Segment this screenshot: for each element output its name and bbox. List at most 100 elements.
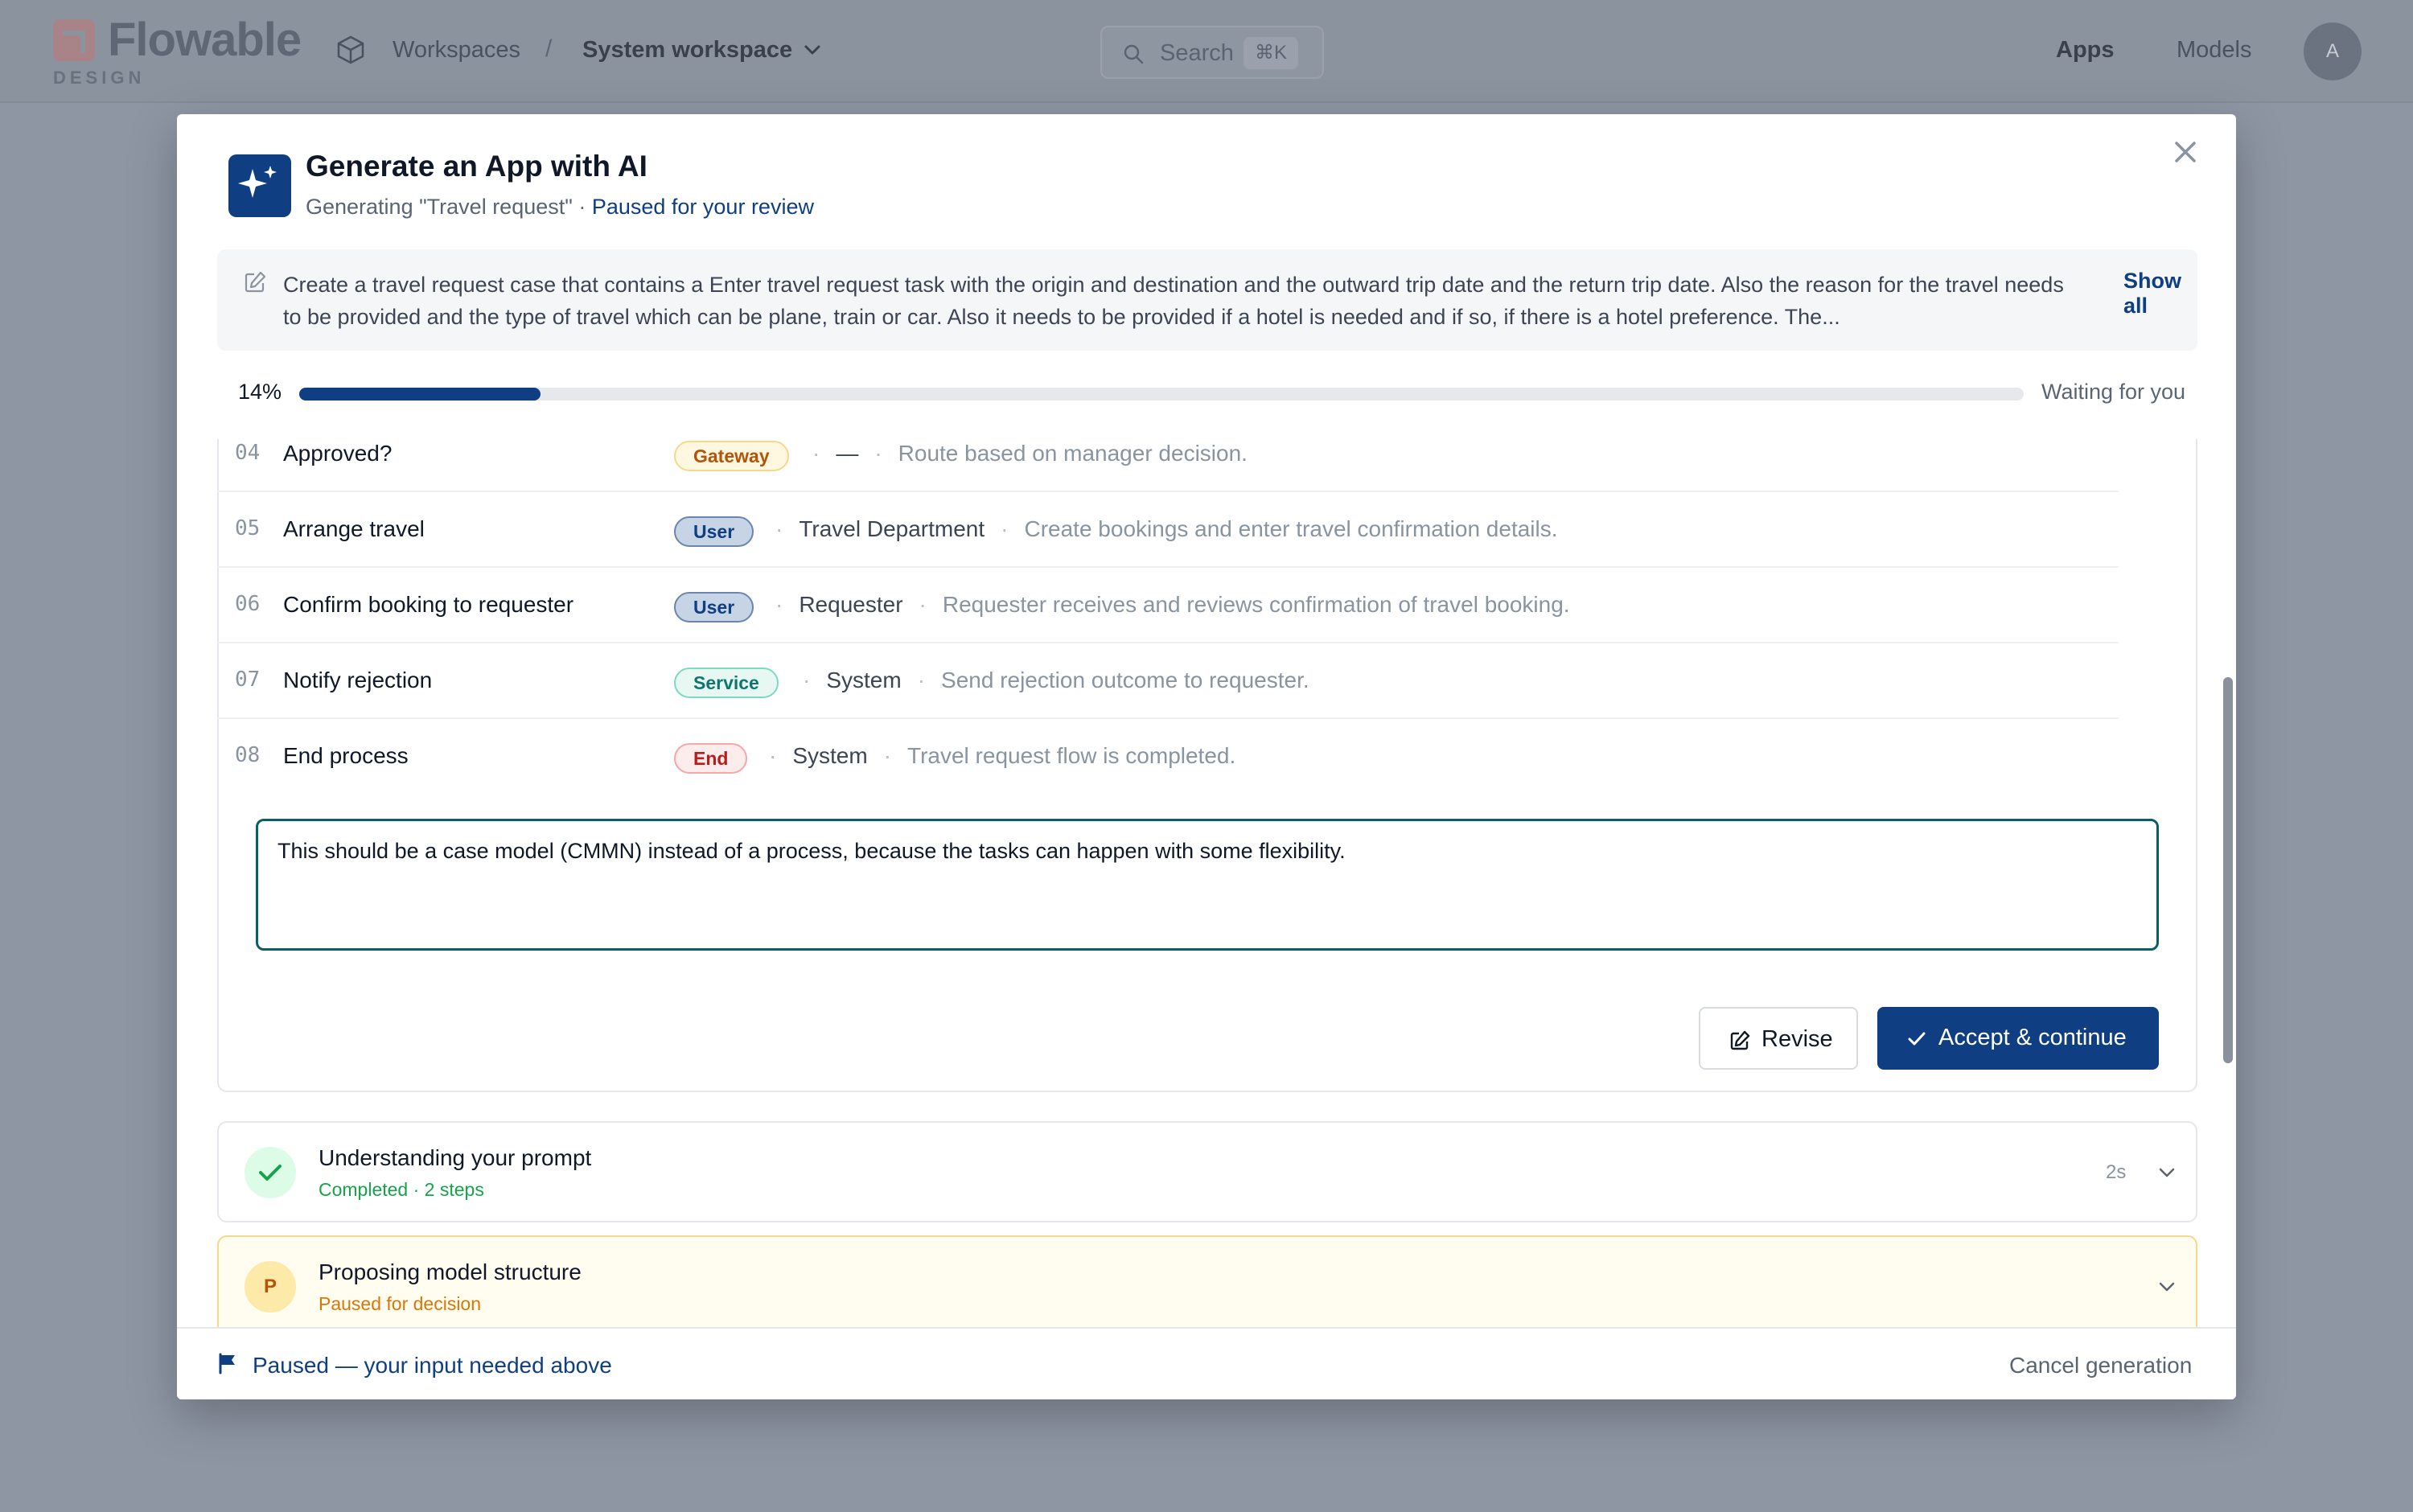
dialog-title: Generate an App with AI (306, 150, 647, 183)
step-assignee: System (792, 743, 868, 768)
edit-icon (245, 271, 266, 293)
prompt-text: Create a travel request case that contai… (283, 273, 2064, 329)
subtitle-generating: Generating "Travel request" · (306, 195, 592, 219)
subtitle-status: Paused for your review (591, 195, 814, 219)
check-circle-icon (245, 1147, 296, 1198)
search-shortcut: ⌘K (1243, 37, 1299, 69)
step-description: Send rejection outcome to requester. (941, 668, 1309, 692)
separator-dot: · (917, 668, 926, 692)
breadcrumb-separator: / (545, 35, 553, 62)
search-icon (1124, 44, 1144, 64)
step-assignee: Requester (799, 592, 903, 617)
phase-badge: P (245, 1261, 296, 1313)
step-assignee: — (836, 441, 859, 466)
step-name: Notify rejection (283, 668, 433, 692)
search-box[interactable]: Search ⌘K (1100, 26, 1324, 79)
step-number: 06 (235, 592, 261, 616)
cube-icon (337, 35, 364, 64)
logo-text: Flowable (108, 14, 302, 66)
progress-bar-fill (299, 388, 541, 401)
step-row: 08 End process End · System · Travel request f… (217, 719, 2119, 795)
phase-duration: 2s (2106, 1161, 2127, 1183)
step-name: End process (283, 743, 409, 768)
step-meta: · Travel Department · Create bookings and e… (759, 516, 1558, 542)
separator-dot: · (769, 743, 777, 768)
step-description: Requester receives and reviews confirmat… (942, 592, 1570, 617)
avatar[interactable]: A (2304, 23, 2362, 80)
step-row: 04 Approved? Gateway · — · Route based on mana… (217, 417, 2119, 492)
phase-status: Completed · 2 steps (319, 1179, 484, 1200)
revise-label: Revise (1761, 1026, 1833, 1052)
scrollbar-thumb[interactable] (2223, 677, 2233, 1063)
step-number: 05 (235, 516, 261, 540)
step-name: Arrange travel (283, 516, 425, 541)
step-meta: · — · Route based on manager decision. (796, 441, 1248, 466)
breadcrumb-current-workspace[interactable]: System workspace (582, 37, 793, 63)
nav-models[interactable]: Models (2177, 37, 2252, 63)
logo-sub: DESIGN (53, 68, 146, 88)
step-type-badge: End (674, 743, 748, 774)
step-number: 07 (235, 668, 261, 692)
app-header: Flowable DESIGN Workspaces / System work… (0, 0, 2413, 103)
step-name: Confirm booking to requester (283, 592, 574, 617)
chevron-down-icon[interactable] (2156, 1161, 2178, 1184)
logo-mark-icon (53, 19, 95, 61)
step-row: 05 Arrange travel User · Travel Department · C… (217, 492, 2119, 568)
step-type-badge: User (674, 592, 754, 622)
step-row: 07 Notify rejection Service · System · Send re… (217, 643, 2119, 719)
phase-title: Proposing model structure (319, 1259, 582, 1284)
chevron-down-icon[interactable] (2156, 1276, 2178, 1298)
separator-dot: · (1001, 516, 1009, 541)
separator-dot: · (874, 441, 882, 466)
prompt-summary: Create a travel request case that contai… (217, 249, 2197, 351)
footer-message: Paused — your input needed above (253, 1353, 612, 1378)
step-meta: · Requester · Requester receives and review… (759, 592, 1570, 618)
progress-bar (299, 388, 2024, 401)
phase-status: Paused for decision (319, 1293, 482, 1314)
show-all-link[interactable]: Show all (2123, 269, 2181, 318)
accept-label: Accept & continue (1938, 1025, 2127, 1050)
progress-percent: 14% (238, 380, 282, 404)
search-placeholder: Search (1160, 40, 1234, 66)
chevron-down-icon[interactable] (801, 39, 824, 61)
accept-continue-button[interactable]: Accept & continue (1877, 1007, 2159, 1070)
step-type-badge: Gateway (674, 441, 789, 471)
dialog-footer: Paused — your input needed above Cancel … (177, 1327, 2236, 1399)
separator-dot: · (775, 592, 783, 617)
step-assignee: System (826, 668, 902, 692)
step-description: Travel request flow is completed. (907, 743, 1236, 768)
phase-title: Understanding your prompt (319, 1145, 592, 1170)
ai-sparkle-icon (228, 154, 291, 217)
progress-status: Waiting for you (2041, 380, 2186, 404)
feedback-input[interactable]: This should be a case model (CMMN) inste… (256, 819, 2159, 951)
check-icon (1908, 1032, 1926, 1046)
proposal-panel (217, 439, 2197, 1092)
separator-dot: · (883, 743, 892, 768)
separator-dot: · (775, 516, 783, 541)
step-name: Approved? (283, 441, 393, 466)
dialog-subtitle: Generating "Travel request" · Paused for… (306, 195, 814, 220)
edit-icon (1730, 1030, 1750, 1050)
step-description: Route based on manager decision. (898, 441, 1248, 466)
step-type-badge: Service (674, 668, 779, 698)
step-meta: · System · Send rejection outcome to reques… (787, 668, 1309, 693)
step-assignee: Travel Department (799, 516, 985, 541)
step-number: 04 (235, 441, 261, 465)
close-icon[interactable] (2167, 134, 2204, 171)
step-meta: · System · Travel request flow is completed… (753, 743, 1235, 769)
step-description: Create bookings and enter travel confirm… (1024, 516, 1558, 541)
separator-dot: · (803, 668, 811, 692)
revise-button[interactable]: Revise (1699, 1007, 1858, 1070)
breadcrumb-workspaces[interactable]: Workspaces (393, 37, 521, 63)
phase-understanding-prompt[interactable]: Understanding your prompt Completed · 2 … (217, 1121, 2197, 1222)
flowable-logo[interactable]: Flowable DESIGN (53, 14, 302, 90)
cancel-generation-button[interactable]: Cancel generation (2009, 1353, 2193, 1378)
separator-dot: · (919, 592, 927, 617)
separator-dot: · (812, 441, 820, 466)
step-row: 06 Confirm booking to requester User · Reque… (217, 568, 2119, 643)
generate-app-dialog: Generate an App with AI Generating "Trav… (177, 114, 2236, 1399)
step-number: 08 (235, 743, 261, 767)
step-type-badge: User (674, 516, 754, 547)
flag-icon (219, 1353, 235, 1374)
nav-apps[interactable]: Apps (2056, 37, 2115, 63)
